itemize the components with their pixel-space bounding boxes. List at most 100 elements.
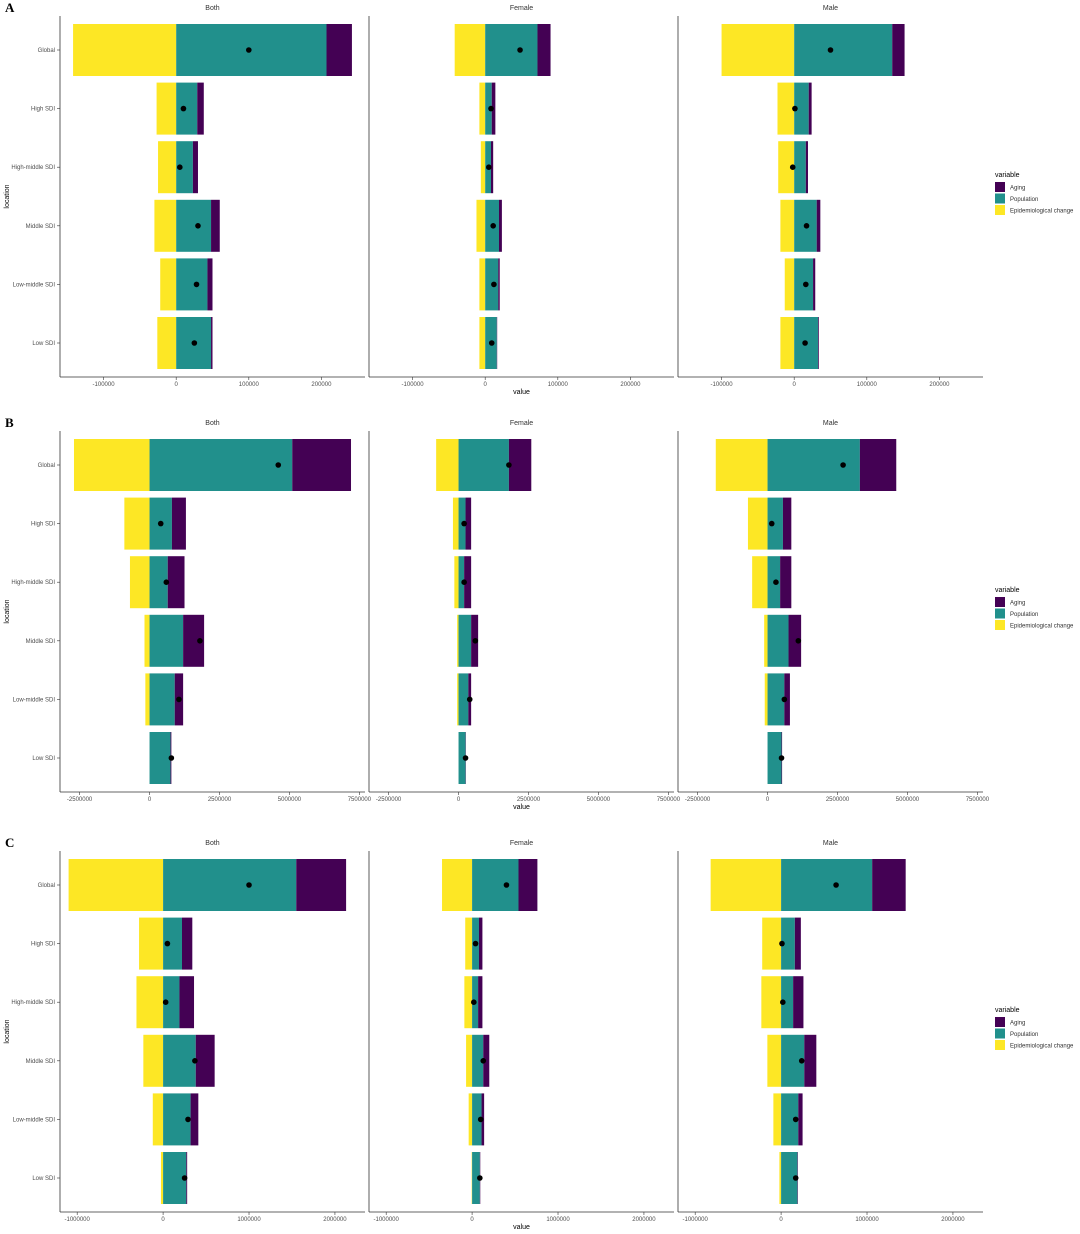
bar-population (176, 199, 212, 252)
bar-group-0 (721, 24, 905, 76)
facet-female: Female -100000 0 100000 200000 (368, 5, 674, 388)
bar-aging (483, 1034, 490, 1087)
total-point (472, 940, 479, 947)
facet-title: Male (823, 420, 838, 427)
bar-population (163, 1152, 187, 1204)
total-point (462, 755, 469, 761)
total-point (191, 340, 198, 346)
bar-group-1 (452, 497, 472, 550)
bar-epidemiological-change (436, 439, 459, 491)
bar-group-2: High-middle SDI (11, 141, 198, 194)
x-tick-label: -2500000 (376, 797, 402, 803)
bar-population (458, 732, 466, 784)
bar-population (781, 1034, 805, 1087)
bar-group-3: Middle SDI (26, 614, 205, 667)
total-point (833, 882, 839, 888)
facet-male: Male -100000 0 100000 200000 (677, 5, 983, 388)
bar-group-1 (479, 82, 496, 135)
bar-aging (195, 1034, 215, 1087)
bar-group-4 (468, 1093, 485, 1146)
bar-group-3: Middle SDI (26, 199, 220, 252)
total-point (181, 1175, 188, 1181)
x-tick-label: 200000 (929, 382, 950, 388)
bar-aging (211, 199, 220, 252)
total-point (517, 47, 523, 53)
x-tick-label: -2500000 (67, 797, 93, 803)
bar-aging (207, 258, 213, 311)
total-point (792, 1175, 799, 1181)
x-tick-label: 2500000 (826, 797, 850, 803)
bar-population (485, 24, 538, 76)
bar-aging (183, 614, 205, 667)
bar-group-1 (465, 917, 483, 970)
bar-group-2 (778, 141, 808, 194)
legend-key (995, 182, 1005, 192)
total-point (472, 638, 479, 644)
bar-group-3 (764, 614, 802, 667)
total-point (192, 1058, 198, 1064)
bar-group-4 (479, 258, 500, 311)
bar-epidemiological-change (160, 1152, 164, 1204)
total-point (197, 638, 203, 644)
bar-aging (491, 141, 494, 194)
x-tick-label: 0 (457, 797, 461, 803)
bar-epidemiological-change (767, 1034, 782, 1087)
total-point (157, 520, 164, 527)
bar-aging (498, 199, 502, 252)
x-tick-label: 0 (484, 382, 488, 388)
y-tick-label: Global (38, 463, 55, 469)
bar-epidemiological-change (715, 439, 768, 491)
x-tick-label: 7500000 (348, 797, 372, 803)
bar-epidemiological-change (73, 24, 177, 76)
facet-male: Male -2500000 0 2500000 5000000 7500000 (677, 420, 990, 803)
x-tick-label: 0 (161, 1217, 165, 1223)
bar-population (163, 859, 297, 911)
bar-population (163, 917, 182, 970)
bar-epidemiological-change (136, 976, 164, 1029)
bar-aging (464, 556, 472, 609)
total-point (488, 105, 494, 112)
bar-group-2 (464, 976, 483, 1029)
x-axis-title: value (513, 1224, 530, 1231)
bar-group-5 (767, 732, 785, 784)
legend: variable Aging Population Epidemiological c… (995, 587, 1074, 630)
x-tick-label: 2500000 (517, 797, 541, 803)
bar-population (176, 258, 208, 311)
bar-aging (478, 917, 483, 970)
x-axis-title: value (513, 804, 530, 811)
y-tick-label: Middle SDI (26, 639, 56, 645)
y-tick-label: Low-middle SDI (13, 1117, 56, 1123)
bar-aging (179, 976, 195, 1029)
total-point (491, 281, 497, 288)
legend: variable Aging Population Epidemiological c… (995, 1007, 1074, 1050)
y-tick-label: High SDI (31, 942, 55, 948)
bar-group-0: Global (38, 439, 352, 491)
bar-group-3 (767, 1034, 817, 1087)
bar-epidemiological-change (779, 1152, 782, 1204)
bar-population (472, 1093, 482, 1146)
bar-population (163, 976, 180, 1029)
y-tick-label: Middle SDI (26, 1059, 56, 1065)
bar-epidemiological-change (152, 1093, 164, 1146)
bar-epidemiological-change (129, 556, 150, 609)
bar-aging (805, 141, 808, 194)
bar-aging (518, 859, 538, 911)
bar-population (472, 859, 519, 911)
bar-aging (808, 82, 812, 135)
bar-group-4 (457, 673, 473, 726)
bar-aging (190, 1093, 199, 1146)
bar-epidemiological-change (468, 1093, 473, 1146)
y-tick-label: Middle SDI (26, 224, 56, 230)
bar-epidemiological-change (73, 439, 150, 491)
bar-population (176, 141, 193, 194)
x-tick-label: 100000 (239, 382, 260, 388)
y-tick-label: High SDI (31, 107, 55, 113)
bar-epidemiological-change (457, 614, 459, 667)
bar-group-3: Middle SDI (26, 1034, 215, 1087)
legend-title: variable (995, 587, 1020, 594)
bar-epidemiological-change (761, 976, 782, 1029)
y-tick-label: High-middle SDI (11, 1000, 55, 1006)
bar-group-1 (747, 497, 792, 550)
bar-epidemiological-change (778, 141, 795, 194)
